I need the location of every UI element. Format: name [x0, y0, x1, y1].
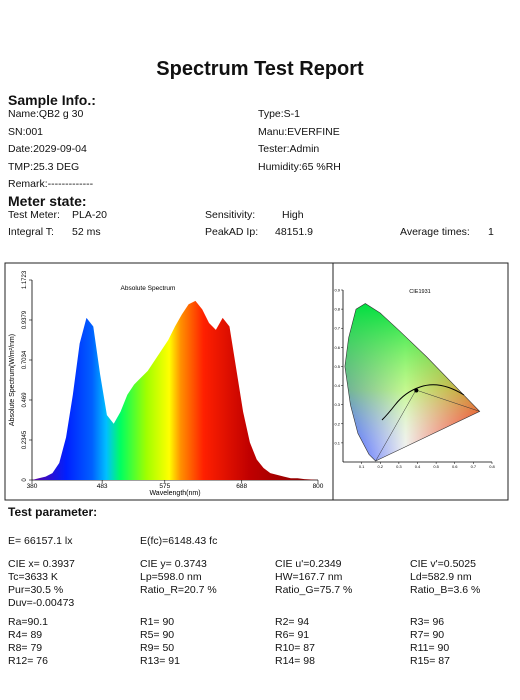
- y-tick-label: 0.7: [334, 326, 340, 331]
- parameter: R10= 87: [275, 642, 315, 654]
- y-tick-label: 0.8: [334, 307, 340, 312]
- parameter: R5= 90: [140, 629, 175, 641]
- y-tick-label: 0.2345: [22, 430, 28, 449]
- parameter: R12= 76: [8, 655, 48, 667]
- chromaticity-point: [414, 388, 419, 393]
- parameter: Ra=90.1: [8, 616, 48, 628]
- parameter: R6= 91: [275, 629, 310, 641]
- parameter: Ratio_G=75.7 %: [275, 584, 353, 596]
- parameter: CIE u'=0.2349: [275, 558, 342, 570]
- parameter: Ld=582.9 nm: [410, 571, 472, 583]
- info-field: SN:001: [8, 125, 44, 138]
- parameter: R1= 90: [140, 616, 175, 628]
- cie-frame: [332, 262, 509, 501]
- info-field: Humidity:65 %RH: [258, 160, 341, 173]
- parameter: HW=167.7 nm: [275, 571, 343, 583]
- y-tick-label: 0.6: [334, 345, 340, 350]
- x-tick-label: 688: [236, 483, 247, 490]
- y-tick-label: 0.5: [334, 364, 340, 369]
- parameter: Tc=3633 K: [8, 571, 58, 583]
- x-axis-label: Wavelength(nm): [149, 490, 200, 497]
- parameter: R3= 96: [410, 616, 445, 628]
- x-tick-label: 483: [97, 483, 108, 490]
- parameter: Pur=30.5 %: [8, 584, 64, 596]
- x-tick-label: 0.8: [489, 464, 495, 469]
- report-title: Spectrum Test Report: [156, 58, 364, 80]
- info-field: Date:2029-09-04: [8, 143, 87, 155]
- meter-field: 48151.9: [275, 226, 313, 238]
- parameter: CIE v'=0.5025: [410, 558, 476, 570]
- parameter: E(fc)=6148.43 fc: [140, 535, 218, 547]
- meter-field: PeakAD Ip:: [205, 226, 259, 238]
- parameter: R7= 90: [410, 629, 445, 641]
- parameter: Duv=-0.00473: [8, 597, 75, 609]
- y-tick-label: 0.1: [334, 440, 340, 445]
- parameter: Ratio_B=3.6 %: [410, 584, 481, 596]
- y-tick-label: 1.1723: [22, 270, 28, 289]
- info-field: Name:QB2 g 30: [8, 108, 84, 120]
- x-tick-label: 0.1: [359, 464, 365, 469]
- parameter: Ratio_R=20.7 %: [140, 584, 217, 596]
- parameter: E= 66157.1 lx: [8, 535, 73, 547]
- meter-field: Sensitivity:: [205, 209, 256, 221]
- chart-title: Absolute Spectrum: [121, 285, 176, 292]
- y-tick-label: 0: [22, 478, 28, 482]
- meter-field: High: [282, 209, 304, 221]
- x-tick-label: 575: [159, 483, 170, 490]
- y-tick-label: 0.469: [22, 392, 28, 408]
- x-tick-label: 0.7: [471, 464, 477, 469]
- y-tick-label: 0.4: [334, 383, 340, 388]
- section-heading: Test parameter:: [8, 505, 98, 519]
- x-tick-label: 0.4: [415, 464, 421, 469]
- y-tick-label: 0.7034: [22, 350, 28, 369]
- meter-field: Integral T:: [8, 226, 54, 238]
- parameter: R2= 94: [275, 616, 310, 628]
- parameter: R9= 50: [140, 642, 175, 654]
- section-heading: Meter state:: [8, 193, 87, 209]
- info-field: Type:S-1: [258, 108, 301, 120]
- chart-title: CIE1931: [409, 289, 430, 295]
- parameter: CIE x= 0.3937: [8, 558, 75, 570]
- y-tick-label: 0.9: [334, 288, 340, 293]
- info-field: TMP:25.3 DEG: [8, 160, 80, 173]
- y-tick-label: 0.9379: [22, 310, 28, 329]
- meter-field: Average times:: [400, 226, 470, 238]
- y-axis-label: Absolute Spectrum(W/m²/nm): [9, 334, 16, 426]
- meter-field: 52 ms: [72, 226, 101, 238]
- x-tick-label: 800: [313, 483, 324, 490]
- parameter: CIE y= 0.3743: [140, 558, 207, 570]
- x-tick-label: 0.6: [452, 464, 458, 469]
- parameter: R13= 91: [140, 655, 180, 667]
- parameter: Lp=598.0 nm: [140, 571, 202, 583]
- parameter: R11= 90: [410, 642, 450, 654]
- parameter: R15= 87: [410, 655, 450, 667]
- cie-locus-overlay: [344, 303, 481, 462]
- y-tick-label: 0.2: [334, 421, 340, 426]
- parameter: R4= 89: [8, 629, 43, 641]
- meter-field: PLA-20: [72, 209, 108, 221]
- x-tick-label: 0.3: [396, 464, 402, 469]
- info-field: Manu:EVERFINE: [258, 125, 340, 138]
- section-heading: Sample Info.:: [8, 92, 96, 108]
- meter-field: 1: [488, 226, 494, 238]
- parameter: R14= 98: [275, 655, 315, 667]
- info-field: Remark:-------------: [8, 178, 94, 190]
- y-tick-label: 0.3: [334, 402, 340, 407]
- info-field: Tester:Admin: [258, 143, 320, 155]
- meter-field: Test Meter:: [8, 209, 60, 221]
- spectrum-area: [32, 300, 318, 480]
- planckian-locus: [381, 384, 465, 421]
- x-tick-label: 380: [27, 483, 38, 490]
- x-tick-label: 0.5: [433, 464, 439, 469]
- parameter: R8= 79: [8, 642, 43, 654]
- x-tick-label: 0.2: [377, 464, 383, 469]
